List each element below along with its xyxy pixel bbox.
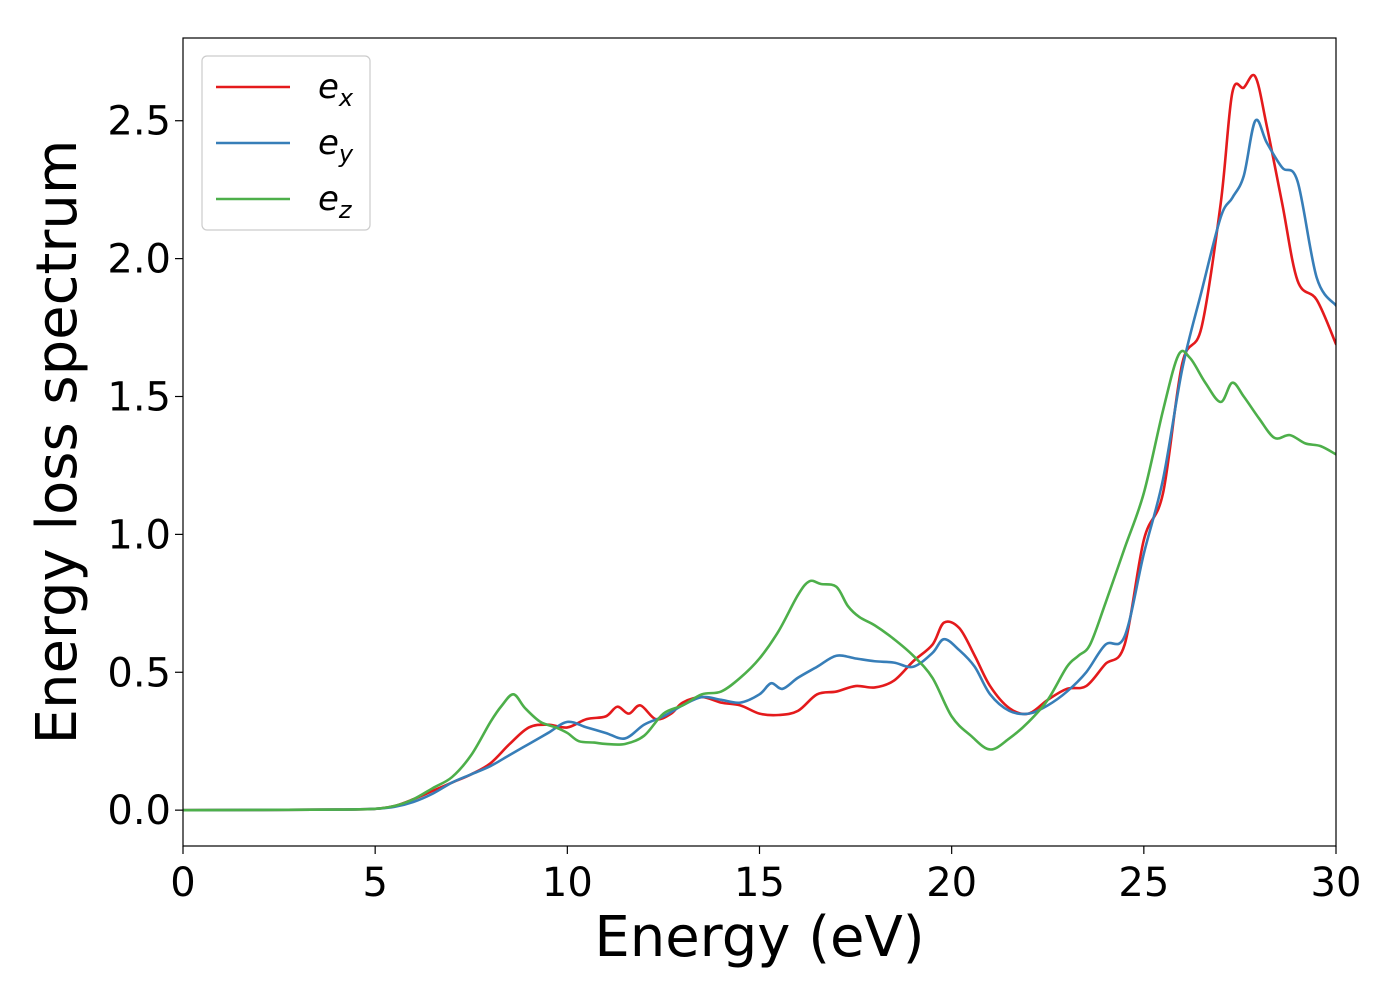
legend: ex ey ez — [201, 55, 371, 231]
x-axis-ticks: 0 5 10 15 20 25 30 — [170, 846, 1361, 906]
legend-label-x: ex — [318, 67, 354, 112]
y-tick-label: 0.5 — [107, 650, 171, 696]
legend-entries: ex ey ez — [216, 67, 354, 224]
y-tick-label: 2.0 — [107, 237, 171, 283]
x-tick-label: 10 — [542, 860, 593, 906]
y-tick-label: 1.5 — [107, 374, 171, 420]
series-line-y — [183, 118, 1336, 812]
y-tick-label: 1.0 — [107, 512, 171, 558]
x-tick-label: 20 — [926, 860, 977, 906]
series-layer — [183, 73, 1336, 812]
y-axis-ticks: 0.0 0.5 1.0 1.5 2.0 2.5 — [107, 99, 183, 834]
x-tick-label: 30 — [1311, 860, 1362, 906]
y-tick-label: 2.5 — [107, 99, 171, 145]
series-line-x — [183, 73, 1336, 812]
x-axis-label: Energy (eV) — [594, 905, 924, 970]
x-tick-label: 25 — [1118, 860, 1169, 906]
series-line-z — [183, 349, 1336, 812]
legend-label-y: ey — [318, 123, 354, 168]
y-axis-label: Energy loss spectrum — [25, 140, 90, 745]
x-tick-label: 15 — [734, 860, 785, 906]
x-tick-label: 0 — [170, 860, 195, 906]
y-tick-label: 0.0 — [107, 788, 171, 834]
x-tick-label: 5 — [362, 860, 387, 906]
legend-label-z: ez — [318, 179, 353, 224]
